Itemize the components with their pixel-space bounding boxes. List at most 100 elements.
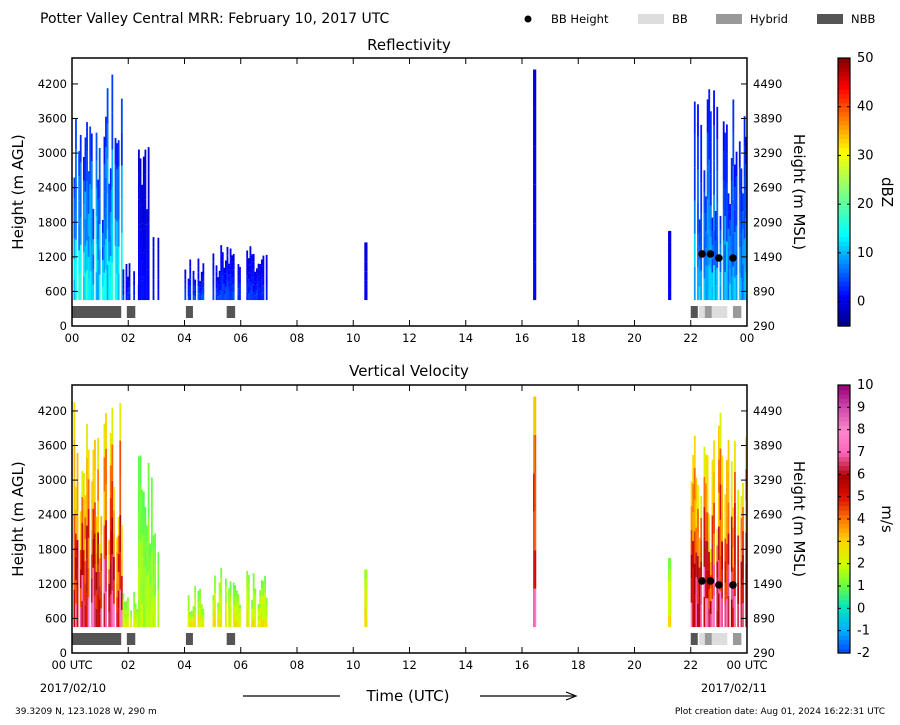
heatmap-cell [732, 266, 735, 301]
heatmap-cell [706, 569, 709, 599]
heatmap-cell [533, 69, 535, 108]
heatmap-cell [716, 610, 719, 628]
heatmap-cell [229, 274, 232, 283]
heatmap-cell [94, 439, 96, 472]
heatmap-cell [231, 255, 234, 263]
heatmap-cell [199, 620, 201, 628]
heatmap-cell [189, 621, 192, 625]
heatmap-cell [202, 608, 205, 612]
heatmap-cell [128, 293, 131, 301]
heatmap-cell [711, 231, 714, 246]
heatmap-cell [713, 195, 715, 231]
heatmap-cell [692, 512, 695, 542]
x-tick-label: 12 [402, 331, 417, 345]
colorbar-step [838, 285, 850, 291]
heatmap-cell [726, 241, 728, 271]
heatmap-cell [709, 174, 712, 206]
heatmap-cell [79, 588, 82, 608]
colorbar-step [838, 635, 850, 641]
heatmap-cell [737, 581, 740, 605]
heatmap-cell [714, 285, 717, 301]
heatmap-cell [734, 533, 736, 565]
heatmap-cell [730, 516, 733, 545]
heatmap-cell [138, 484, 140, 514]
heatmap-cell [668, 604, 670, 616]
heatmap-cell [692, 454, 695, 484]
heatmap-cell [116, 537, 118, 553]
heatmap-cell [218, 582, 221, 590]
heatmap-cell [743, 116, 746, 147]
heatmap-cell [139, 512, 142, 542]
heatmap-cell [202, 287, 205, 294]
heatmap-cell [87, 235, 90, 258]
heatmap-cell [95, 132, 98, 161]
heatmap-cell [202, 263, 205, 270]
heatmap-cell [139, 276, 142, 301]
heatmap-cell [199, 607, 201, 615]
heatmap-cell [122, 609, 125, 616]
colorbar-tick-label: 5 [857, 490, 865, 505]
heatmap-cell [251, 261, 253, 270]
heatmap-cell [122, 604, 125, 610]
heatmap-cell [260, 279, 263, 287]
heatmap-cell [144, 566, 147, 587]
heatmap-cell [239, 283, 241, 290]
legend-item: BB [638, 12, 688, 26]
heatmap-cell [726, 460, 728, 488]
heatmap-cell [727, 439, 730, 472]
heatmap-cell [94, 471, 96, 503]
heatmap-cell [125, 613, 128, 619]
heatmap-cell [719, 258, 722, 273]
colorbar-step [838, 89, 850, 95]
heatmap-cell [217, 288, 219, 293]
heatmap-cell [740, 278, 743, 301]
heatmap-cell [690, 530, 693, 555]
heatmap-cell [247, 258, 250, 266]
heatmap-cell [136, 618, 139, 622]
heatmap-cell [732, 567, 735, 588]
heatmap-cell [239, 294, 241, 301]
heatmap-cell [190, 618, 193, 622]
chart-panel: Reflectivity0600120018002400300036004200… [9, 36, 896, 345]
heatmap-cell [125, 263, 128, 270]
heatmap-cell [225, 610, 227, 619]
x-tick-label: 06 [233, 331, 248, 345]
bb-type-bar [126, 306, 136, 318]
heatmap-cell [187, 611, 190, 617]
heatmap-cell [215, 288, 218, 295]
legend-label: NBB [851, 12, 875, 26]
heatmap-cell [690, 481, 693, 506]
precip-segment [184, 258, 205, 301]
heatmap-cell [79, 272, 82, 301]
heatmap-cell [152, 596, 155, 612]
y2-tick-label: 890 [753, 611, 775, 625]
heatmap-cell [144, 526, 147, 547]
heatmap-cell [220, 607, 223, 618]
legend-item: BB Height [524, 12, 609, 26]
heatmap-cell [668, 253, 670, 266]
colorbar-step [838, 452, 850, 458]
heatmap-cell [237, 288, 240, 295]
heatmap-cell [95, 160, 98, 189]
heatmap-cell [259, 608, 262, 615]
heatmap-cell [669, 230, 672, 243]
heatmap-cell [75, 580, 77, 604]
heatmap-cell [105, 177, 107, 209]
colorbar-step [838, 281, 850, 287]
heatmap-cell [692, 598, 695, 628]
colorbar-step [838, 420, 850, 426]
y2-tick-label: 2090 [753, 542, 782, 556]
heatmap-cell [84, 517, 87, 540]
heatmap-cell [232, 277, 235, 285]
colorbar-step [838, 474, 850, 480]
heatmap-cell [692, 541, 695, 570]
heatmap-cell [246, 598, 249, 609]
heatmap-cell [218, 275, 221, 281]
heatmap-cell [120, 610, 123, 628]
heatmap-cell [86, 122, 88, 152]
heatmap-cell [254, 271, 257, 277]
heatmap-cell [225, 602, 227, 611]
heatmap-cell [251, 292, 253, 301]
x-tick-label: 00 [65, 331, 80, 345]
